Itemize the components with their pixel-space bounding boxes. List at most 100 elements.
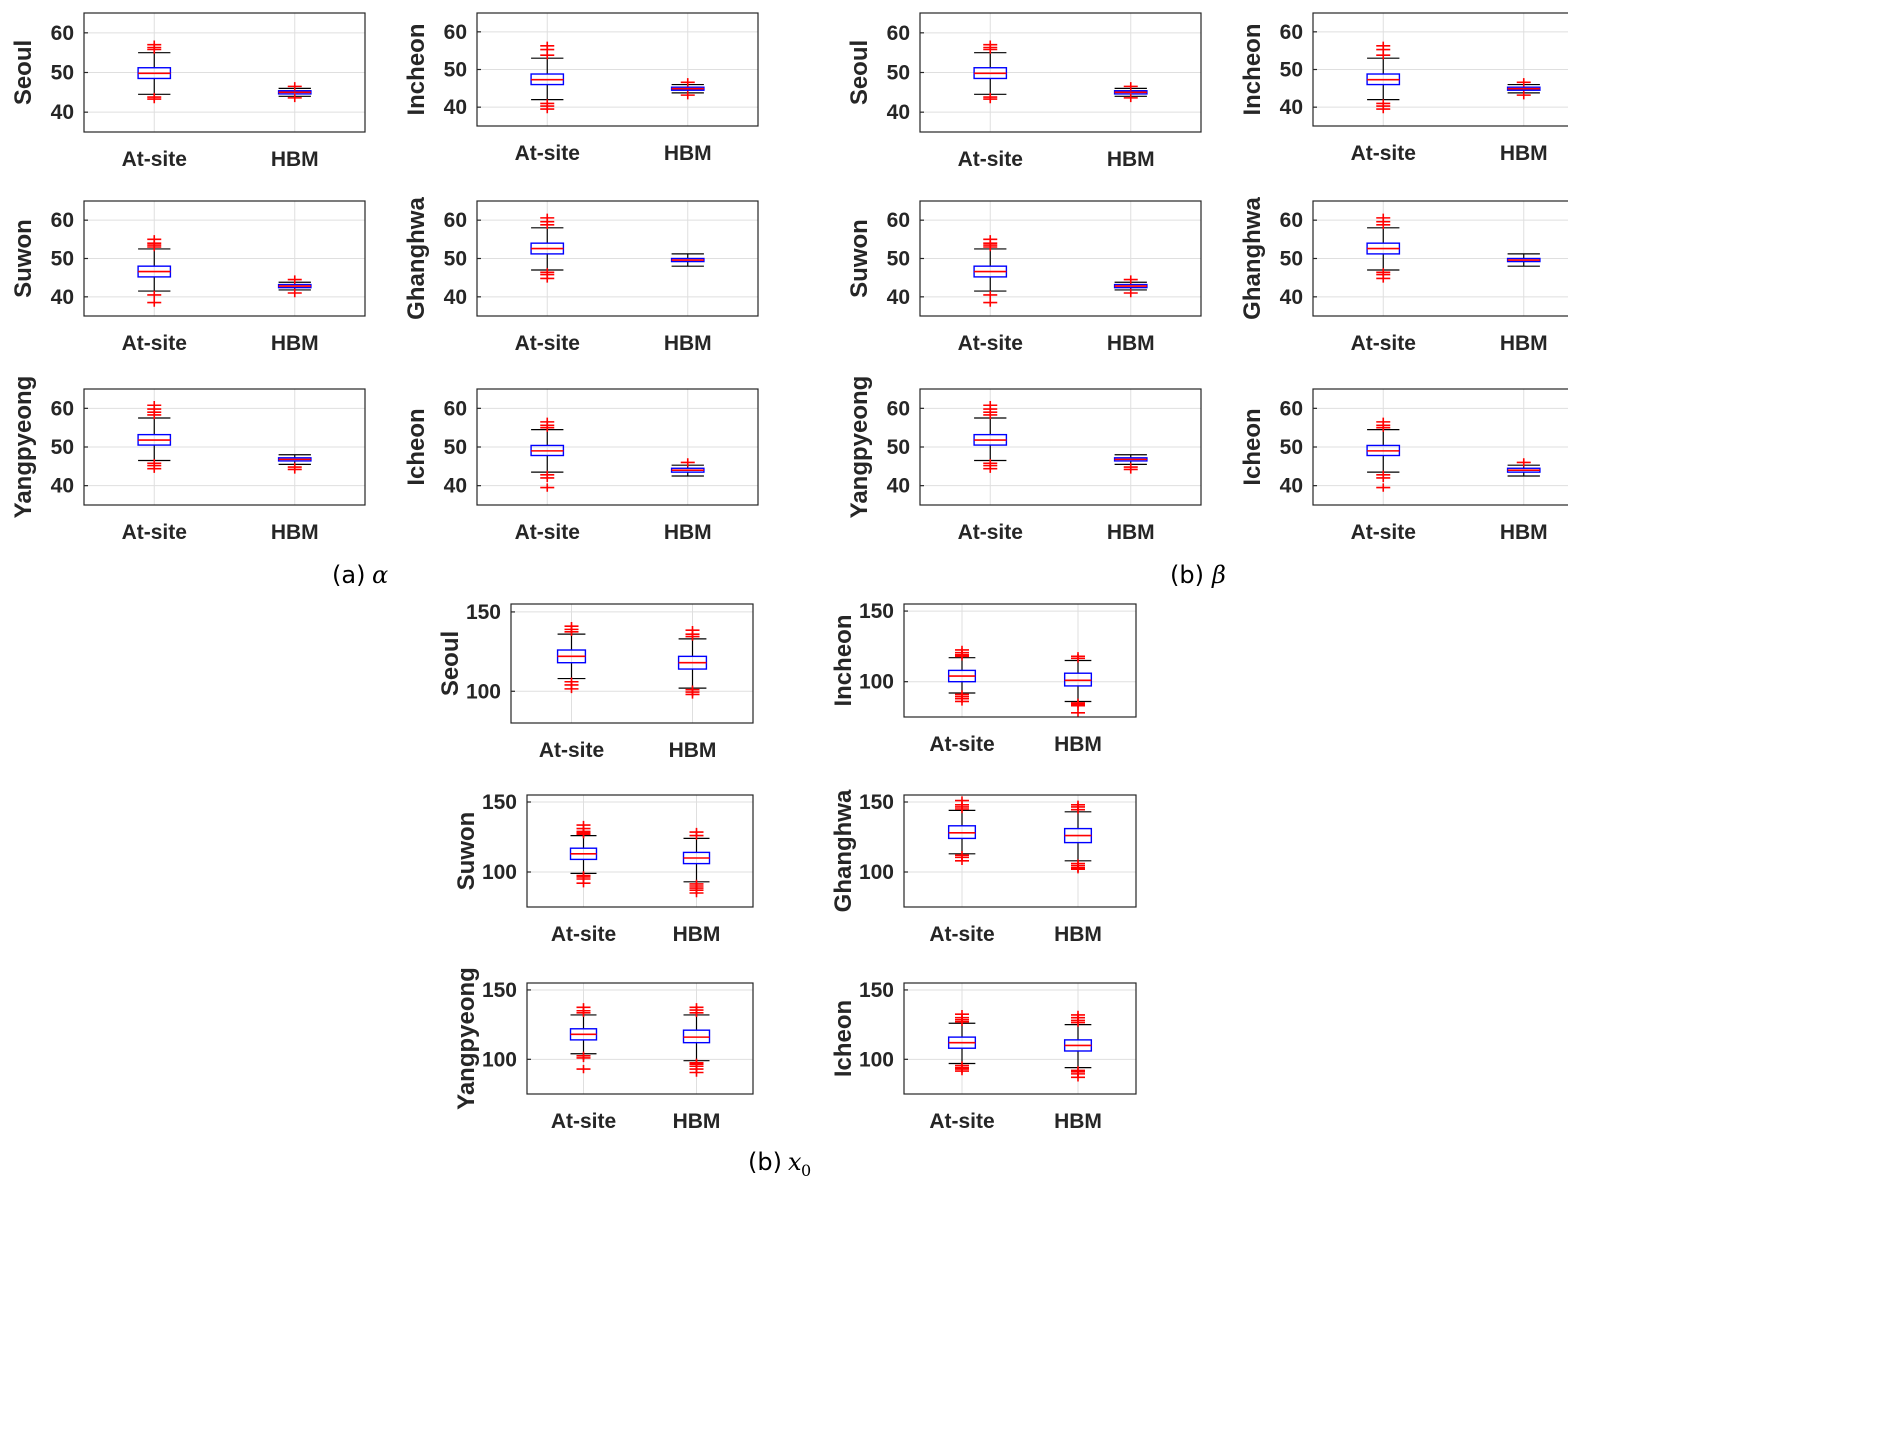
outlier-marker (1376, 417, 1391, 427)
panel-beta-suwon: 40 50 60 At-site HBM Suwon (846, 200, 1202, 355)
y-axis-label: Suwon (846, 219, 873, 298)
outlier-marker (955, 1010, 969, 1019)
panel-alpha-ghanghwa: 40 50 60 At-site HBM Ghanghwa (403, 197, 759, 355)
x-tick-label: At-site (958, 148, 1023, 171)
panel-x0-seoul: 100 150 At-site HBM Seoul (437, 601, 754, 762)
y-tick-label: 60 (1280, 209, 1303, 232)
y-axis-label: Seoul (10, 40, 37, 105)
y-tick-label: 40 (51, 475, 74, 498)
y-tick-label: 60 (444, 397, 467, 420)
outlier-marker (685, 625, 700, 635)
x-tick-label: HBM (1054, 923, 1102, 946)
x-tick-label: At-site (1351, 521, 1416, 544)
box-hbm (277, 454, 312, 474)
caption-x0-symbol: x (788, 1148, 802, 1176)
x-tick-label: HBM (1107, 148, 1155, 171)
box-at-site (137, 40, 172, 104)
y-tick-label: 50 (51, 436, 74, 459)
box-at-site (530, 213, 565, 283)
outlier-marker (689, 1068, 704, 1077)
outlier-marker (955, 697, 969, 706)
caption-beta-symbol: β (1211, 561, 1226, 589)
box-at-site (1366, 417, 1401, 492)
box-hbm (1063, 800, 1093, 874)
y-axis-label: Suwon (10, 219, 37, 298)
box-hbm (682, 1003, 711, 1077)
box-at-site (973, 40, 1008, 104)
box-at-site (947, 645, 977, 706)
y-axis-label: Incheon (1239, 23, 1266, 115)
y-tick-label: 40 (444, 96, 467, 119)
outlier-marker (1376, 473, 1391, 483)
y-tick-label: 50 (444, 248, 467, 271)
outlier-marker (287, 275, 302, 284)
x-tick-label: At-site (929, 1110, 994, 1133)
plot-area (904, 983, 1136, 1094)
x-tick-label: HBM (1500, 332, 1548, 355)
x-tick-label: HBM (669, 739, 717, 762)
x-tick-label: HBM (1107, 521, 1155, 544)
outlier-marker (1123, 465, 1138, 474)
y-tick-label: 60 (51, 22, 74, 45)
y-axis-label: Incheon (830, 614, 857, 706)
y-axis-label: Seoul (437, 631, 464, 696)
outlier-marker (540, 213, 555, 223)
y-tick-label: 60 (887, 397, 910, 420)
outlier-marker (680, 78, 695, 87)
box-hbm (1063, 1010, 1093, 1082)
panel-beta-ghanghwa: 40 50 60 At-site HBM Ghanghwa (1239, 197, 1568, 355)
x-tick-label: HBM (1054, 1110, 1102, 1133)
y-tick-label: 60 (444, 209, 467, 232)
y-tick-label: 50 (1280, 248, 1303, 271)
outlier-marker (1516, 78, 1531, 87)
x-tick-label: At-site (1351, 142, 1416, 165)
box-at-site (973, 401, 1008, 473)
panel-x0-icheon: 100 150 At-site HBM Icheon (830, 979, 1137, 1133)
outlier-marker (147, 401, 162, 410)
box-hbm (682, 827, 711, 898)
x-tick-label: At-site (1351, 332, 1416, 355)
x-tick-label: HBM (664, 332, 712, 355)
y-tick-label: 50 (1280, 59, 1303, 82)
x-tick-label: At-site (958, 332, 1023, 355)
outlier-marker (689, 1003, 704, 1012)
panel-alpha-incheon: 40 50 60 At-site HBM Incheon (403, 12, 759, 165)
outlier-marker (680, 90, 695, 100)
plot-frame (526, 982, 754, 1095)
x-tick-label: At-site (539, 739, 604, 762)
panel-beta-icheon: 40 50 60 At-site HBM Icheon (1239, 388, 1568, 544)
plot-frame (903, 982, 1137, 1095)
outlier-marker (540, 417, 555, 427)
box-hbm (670, 78, 705, 100)
outlier-marker (983, 235, 998, 244)
y-tick-label: 60 (51, 397, 74, 420)
y-tick-label: 50 (887, 436, 910, 459)
x-tick-label: At-site (515, 521, 580, 544)
y-tick-label: 150 (482, 979, 517, 1002)
outlier-marker (540, 473, 555, 483)
panel-x0-suwon: 100 150 At-site HBM Suwon (453, 791, 754, 946)
box-at-site (1366, 213, 1401, 283)
y-tick-label: 50 (1280, 436, 1303, 459)
y-axis-label: Seoul (846, 40, 873, 105)
outlier-marker (1516, 458, 1531, 467)
outlier-marker (147, 235, 162, 244)
y-axis-label: Icheon (403, 408, 430, 485)
x-tick-label: At-site (551, 1110, 616, 1133)
y-tick-label: 60 (1280, 21, 1303, 44)
outlier-marker (287, 82, 302, 91)
outlier-marker (983, 94, 998, 104)
y-tick-label: 50 (887, 248, 910, 271)
plot-area (527, 983, 753, 1094)
y-tick-label: 100 (482, 1048, 517, 1071)
y-tick-label: 150 (466, 601, 501, 624)
outlier-marker (564, 684, 579, 694)
box-at-site (137, 235, 172, 307)
y-tick-label: 50 (51, 248, 74, 271)
outlier-marker (576, 820, 591, 830)
outlier-marker (1376, 483, 1391, 492)
y-tick-label: 50 (887, 62, 910, 85)
y-axis-label: Ghanghwa (403, 197, 430, 320)
plot-area (904, 604, 1136, 717)
box-hbm (1063, 652, 1093, 717)
